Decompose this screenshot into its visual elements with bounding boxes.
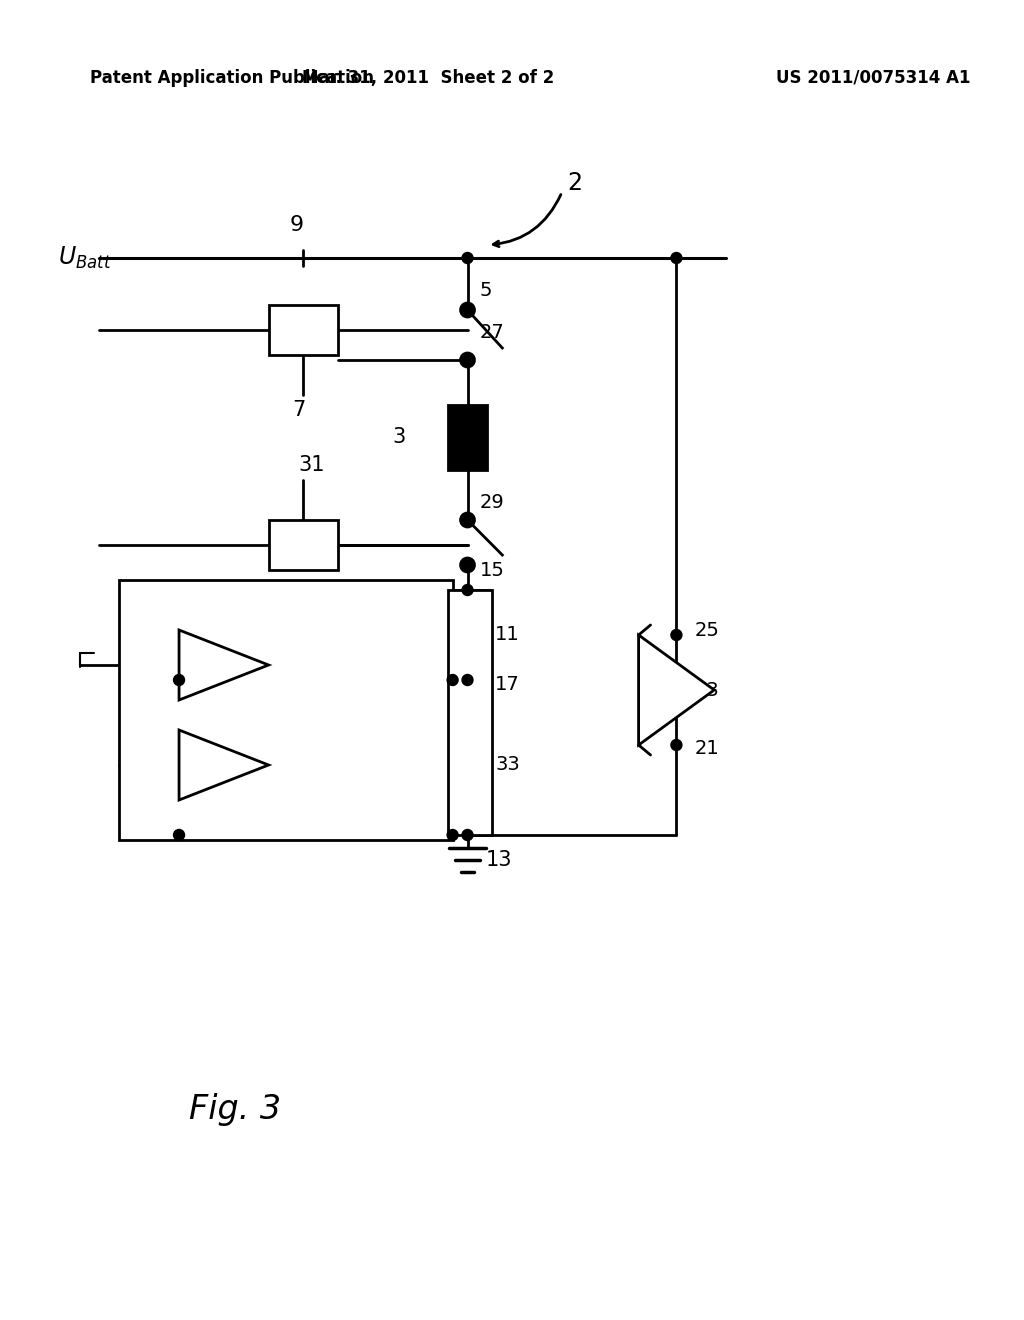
- Circle shape: [462, 585, 473, 595]
- Bar: [120, 579, 453, 840]
- Text: 25: 25: [694, 622, 719, 640]
- Text: 17: 17: [496, 676, 520, 694]
- Text: Patent Application Publication: Patent Application Publication: [89, 69, 374, 87]
- Text: 15: 15: [479, 561, 505, 581]
- Circle shape: [462, 829, 473, 841]
- Text: 29: 29: [479, 492, 504, 511]
- Text: 27: 27: [479, 322, 504, 342]
- Bar: [268, 305, 338, 355]
- Bar: [268, 520, 338, 570]
- Polygon shape: [179, 730, 268, 800]
- Circle shape: [447, 829, 458, 841]
- Circle shape: [462, 675, 473, 685]
- Text: 3: 3: [392, 426, 406, 447]
- Text: Fig. 3: Fig. 3: [189, 1093, 282, 1126]
- Polygon shape: [639, 635, 714, 744]
- Text: 21: 21: [694, 739, 719, 759]
- Circle shape: [174, 829, 184, 841]
- Text: 11: 11: [496, 626, 520, 644]
- Circle shape: [174, 675, 184, 685]
- Circle shape: [671, 252, 682, 264]
- Text: $U_{Batt}$: $U_{Batt}$: [57, 246, 112, 271]
- Polygon shape: [179, 630, 268, 700]
- Text: 2: 2: [567, 172, 583, 195]
- Text: Mar. 31, 2011  Sheet 2 of 2: Mar. 31, 2011 Sheet 2 of 2: [302, 69, 554, 87]
- Text: 19: 19: [184, 598, 209, 618]
- Text: 13: 13: [485, 850, 512, 870]
- Text: 9: 9: [290, 215, 303, 235]
- Circle shape: [462, 252, 473, 264]
- Text: 33: 33: [496, 755, 520, 775]
- Text: 31: 31: [298, 455, 325, 475]
- Bar: [447, 405, 487, 470]
- Circle shape: [461, 352, 474, 367]
- Text: 7: 7: [292, 400, 305, 420]
- Text: 5: 5: [479, 281, 492, 300]
- Bar: [447, 590, 493, 836]
- Circle shape: [461, 558, 474, 572]
- Text: US 2011/0075314 A1: US 2011/0075314 A1: [776, 69, 971, 87]
- Text: 35: 35: [184, 813, 209, 832]
- Circle shape: [671, 739, 682, 751]
- Circle shape: [671, 630, 682, 640]
- Circle shape: [461, 304, 474, 317]
- Bar: [445, 590, 489, 680]
- Text: 23: 23: [694, 681, 719, 700]
- Circle shape: [447, 675, 458, 685]
- Circle shape: [461, 513, 474, 527]
- Bar: [445, 719, 489, 810]
